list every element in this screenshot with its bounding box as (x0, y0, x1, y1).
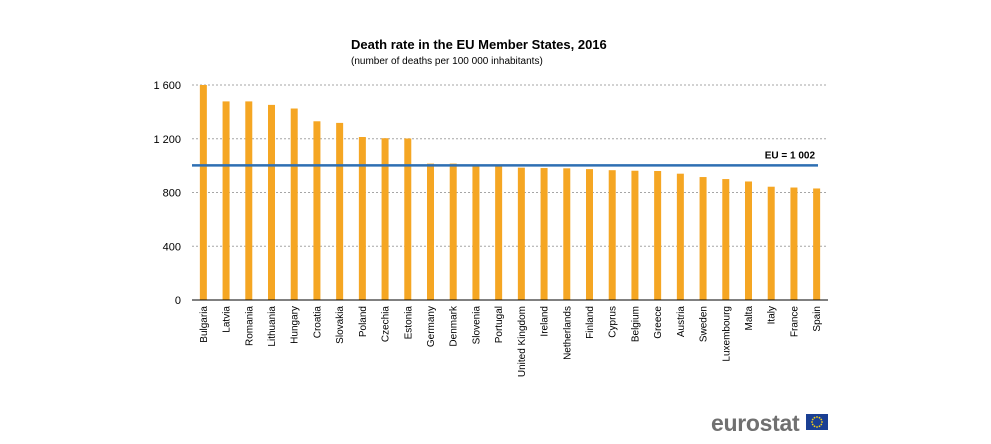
eurostat-logo: eurostat (711, 410, 831, 444)
bar (608, 170, 616, 300)
bar (404, 138, 412, 300)
x-tick-label: Austria (676, 306, 687, 338)
bar (767, 186, 775, 300)
x-tick-label: Cyprus (608, 306, 619, 338)
x-tick-label: Luxembourg (721, 306, 732, 362)
x-tick-label: France (789, 306, 800, 338)
x-tick-label: Romania (244, 306, 255, 346)
x-tick-label: Italy (767, 306, 778, 324)
bar (290, 108, 298, 300)
x-axis-ticks: Bulgaria Latvia Romania Lithuania Hungary Cro… (199, 305, 823, 377)
x-tick-label: Germany (426, 306, 437, 347)
bar (654, 171, 662, 300)
y-tick-label: 800 (163, 188, 181, 200)
x-tick-label: Latvia (222, 306, 233, 333)
x-tick-label: Finland (585, 306, 596, 339)
x-tick-label: Slovenia (471, 306, 482, 345)
bars (199, 85, 821, 300)
x-tick-label: United Kingdom (517, 306, 528, 377)
bar (427, 163, 434, 300)
bar (495, 166, 503, 300)
bar (586, 169, 593, 300)
bar (563, 168, 571, 300)
chart-subtitle: (number of deaths per 100 000 inhabitant… (351, 56, 543, 67)
chart-title: Death rate in the EU Member States, 2016 (351, 37, 607, 52)
y-tick-label: 1 200 (153, 134, 181, 146)
y-tick-label: 0 (175, 295, 181, 307)
gridlines (192, 84, 828, 247)
bar (358, 137, 366, 300)
y-axis-ticks: 0 400 800 1 200 1 600 (153, 80, 181, 307)
bar (381, 138, 389, 300)
bar (268, 104, 275, 300)
bar (472, 165, 480, 300)
x-tick-label: Hungary (290, 306, 301, 344)
eu-average-label: EU = 1 002 (765, 150, 816, 161)
eurostat-wordmark: eurostat (711, 410, 800, 436)
bar (199, 85, 207, 300)
bar (790, 187, 798, 300)
x-tick-label: Greece (653, 306, 664, 339)
eu-flag-icon (806, 414, 828, 430)
x-tick-label: Ireland (540, 306, 551, 337)
y-tick-label: 400 (163, 241, 181, 253)
bar (676, 173, 684, 300)
x-tick-label: Spain (812, 306, 823, 332)
bar (449, 163, 457, 300)
x-tick-label: Belgium (630, 306, 641, 342)
bar (540, 168, 548, 300)
bar (517, 167, 525, 300)
bar (745, 181, 752, 300)
bar (722, 179, 730, 300)
x-tick-label: Malta (744, 306, 755, 331)
x-tick-label: Denmark (449, 305, 460, 347)
x-tick-label: Croatia (312, 306, 323, 339)
bar (222, 101, 230, 300)
x-tick-label: Netherlands (562, 306, 573, 360)
bar (631, 170, 639, 300)
y-tick-label: 1 600 (153, 80, 181, 92)
x-tick-label: Lithuania (267, 306, 278, 347)
x-tick-label: Sweden (699, 306, 710, 342)
bar (699, 177, 707, 300)
bar (245, 101, 253, 300)
x-tick-label: Estonia (403, 306, 414, 340)
x-tick-label: Slovakia (335, 306, 346, 344)
x-tick-label: Poland (358, 306, 369, 337)
x-tick-label: Bulgaria (199, 306, 210, 343)
x-tick-label: Czechia (381, 306, 392, 343)
bar (813, 188, 821, 300)
x-tick-label: Portugal (494, 306, 505, 343)
bar (336, 122, 344, 300)
bar (313, 121, 321, 300)
